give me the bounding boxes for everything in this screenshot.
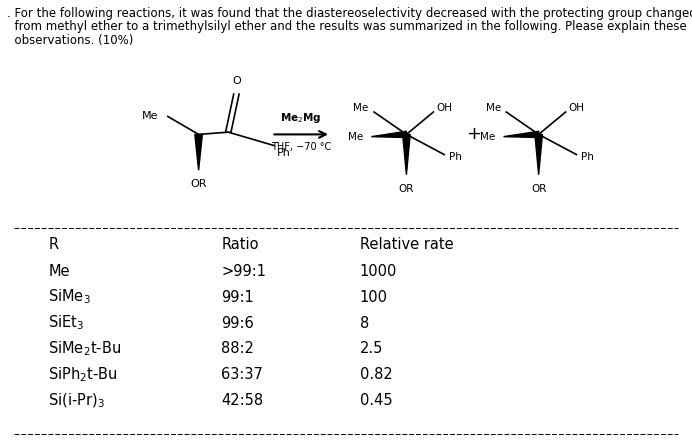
Text: 99:6: 99:6 (221, 315, 254, 331)
Polygon shape (195, 134, 202, 170)
Text: OH: OH (436, 103, 452, 113)
Text: Ph: Ph (448, 152, 462, 162)
Text: Me: Me (348, 132, 363, 142)
Text: Me: Me (486, 103, 501, 113)
Text: Me: Me (48, 263, 70, 279)
Text: THF, −70 °C: THF, −70 °C (271, 142, 331, 152)
Text: 42:58: 42:58 (221, 393, 264, 409)
Text: Ph: Ph (277, 148, 291, 158)
Text: Si(i-Pr)$_3$: Si(i-Pr)$_3$ (48, 392, 105, 410)
Text: >99:1: >99:1 (221, 263, 266, 279)
Text: 0.82: 0.82 (360, 367, 392, 383)
Text: 100: 100 (360, 289, 388, 305)
Text: Me$_2$Mg: Me$_2$Mg (280, 111, 322, 125)
Text: 63:37: 63:37 (221, 367, 264, 383)
Text: SiMe$_3$: SiMe$_3$ (48, 288, 91, 306)
Text: OR: OR (190, 179, 207, 189)
Text: 99:1: 99:1 (221, 289, 254, 305)
Text: observations. (10%): observations. (10%) (7, 34, 134, 47)
Text: Me: Me (480, 132, 495, 142)
Text: Ratio: Ratio (221, 237, 259, 252)
Text: 2.5: 2.5 (360, 341, 383, 357)
Text: SiEt$_3$: SiEt$_3$ (48, 314, 84, 332)
Text: Ph: Ph (581, 152, 594, 162)
Text: 1000: 1000 (360, 263, 397, 279)
Text: 8: 8 (360, 315, 369, 331)
Text: +: + (466, 125, 482, 143)
Text: 88:2: 88:2 (221, 341, 255, 357)
Text: OR: OR (531, 184, 547, 194)
Text: SiPh$_2$t-Bu: SiPh$_2$t-Bu (48, 366, 118, 384)
Text: Me: Me (142, 112, 158, 121)
Text: OH: OH (568, 103, 584, 113)
Text: R: R (48, 237, 59, 252)
Polygon shape (504, 131, 538, 138)
Polygon shape (403, 134, 410, 175)
Text: O: O (232, 76, 241, 86)
Polygon shape (535, 134, 543, 175)
Text: Relative rate: Relative rate (360, 237, 453, 252)
Text: OR: OR (399, 184, 414, 194)
Text: from methyl ether to a trimethylsilyl ether and the results was summarized in th: from methyl ether to a trimethylsilyl et… (7, 20, 686, 33)
Polygon shape (372, 131, 406, 138)
Text: Me: Me (354, 103, 369, 113)
Text: 0.45: 0.45 (360, 393, 392, 409)
Text: . For the following reactions, it was found that the diastereoselectivity decrea: . For the following reactions, it was fo… (7, 7, 692, 20)
Text: SiMe$_2$t-Bu: SiMe$_2$t-Bu (48, 340, 122, 358)
